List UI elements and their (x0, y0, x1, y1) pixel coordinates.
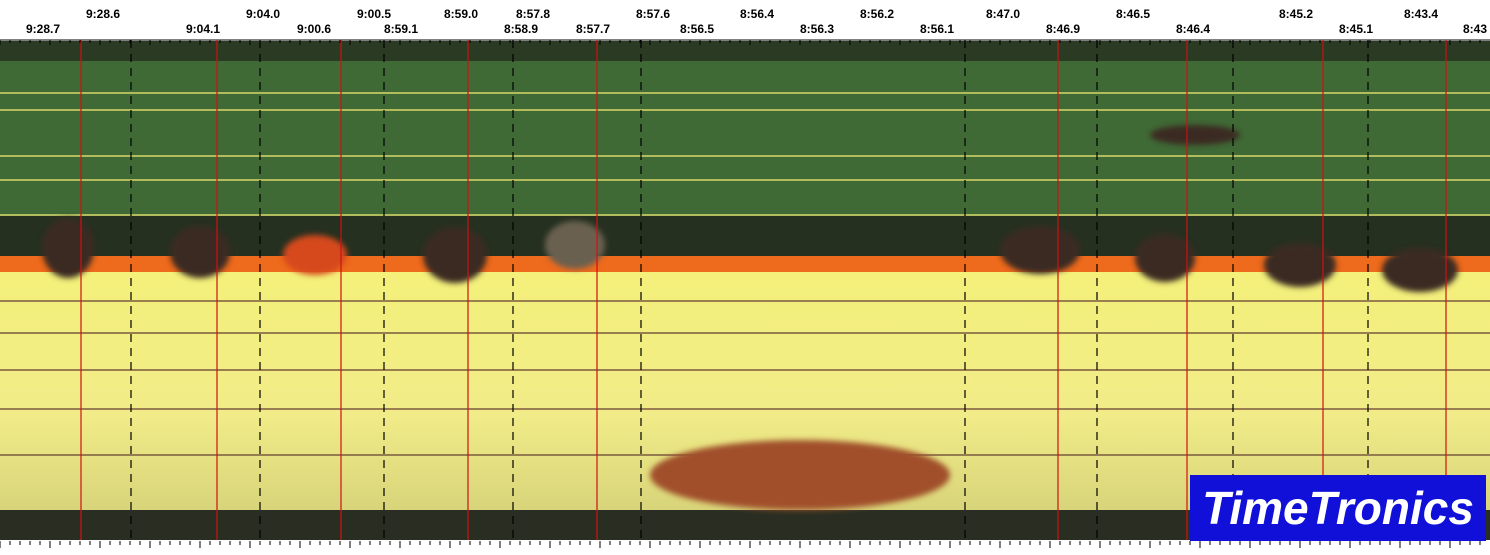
time-label: 9:28.6 (86, 7, 120, 21)
time-label: 9:28.7 (26, 22, 60, 36)
band-dark-top (0, 41, 1490, 61)
time-label: 8:45.1 (1339, 22, 1373, 36)
time-label: 8:58.9 (504, 22, 538, 36)
time-label: 8:46.4 (1176, 22, 1210, 36)
time-label: 8:56.4 (740, 7, 774, 21)
time-label: 8:59.1 (384, 22, 418, 36)
band-green (0, 61, 1490, 216)
band-orange (0, 256, 1490, 272)
time-label: 8:43 (1463, 22, 1487, 36)
time-label: 8:43.4 (1404, 7, 1438, 21)
logo: TimeTronics (1202, 482, 1474, 534)
time-label: 8:57.6 (636, 7, 670, 21)
time-label: 9:04.1 (186, 22, 220, 36)
time-label: 9:00.5 (357, 7, 391, 21)
time-label: 9:00.6 (297, 22, 331, 36)
time-label: 8:56.5 (680, 22, 714, 36)
lane-lines (0, 92, 1490, 216)
time-label: 8:56.1 (920, 22, 954, 36)
band-dark (0, 216, 1490, 256)
time-label: 8:47.0 (986, 7, 1020, 21)
time-label: 8:59.0 (444, 7, 478, 21)
time-label: 8:46.5 (1116, 7, 1150, 21)
time-label: 8:46.9 (1046, 22, 1080, 36)
logo-box (1190, 475, 1486, 541)
time-label: 8:45.2 (1279, 7, 1313, 21)
time-label: 8:56.2 (860, 7, 894, 21)
time-label: 8:56.3 (800, 22, 834, 36)
time-label: 8:57.7 (576, 22, 610, 36)
time-label: 8:57.8 (516, 7, 550, 21)
time-label: 9:04.0 (246, 7, 280, 21)
time-ruler (0, 0, 1490, 40)
